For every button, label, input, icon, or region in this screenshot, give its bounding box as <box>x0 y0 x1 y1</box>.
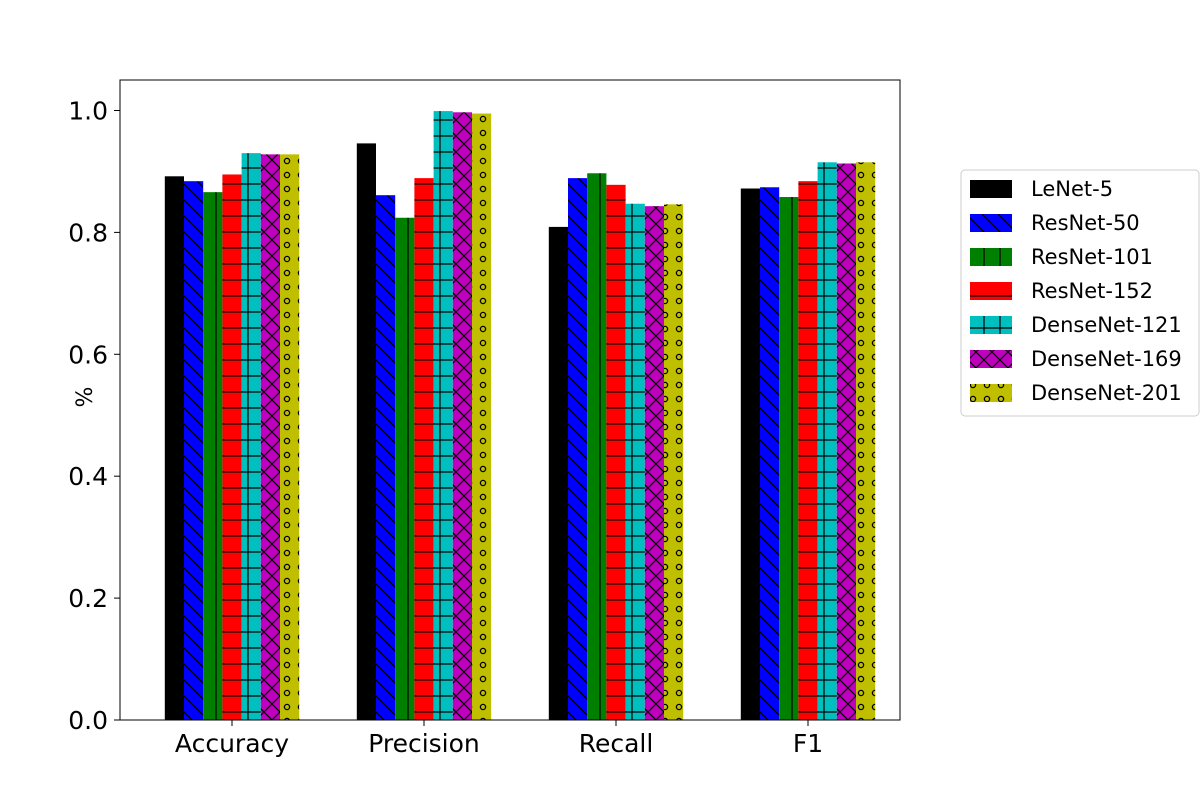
legend-swatch <box>970 350 1012 368</box>
legend-box <box>960 169 1200 417</box>
bar-lenet-5-accuracy <box>164 176 184 721</box>
bar-densenet-121-f1 <box>817 162 837 721</box>
bar-densenet-169-precision <box>452 112 472 721</box>
legend-label: LeNet-5 <box>1031 177 1113 201</box>
legend-swatch <box>970 282 1012 300</box>
legend-swatch <box>970 384 1012 402</box>
bar-resnet-101-precision <box>395 217 415 720</box>
x-tick-label: Accuracy <box>175 729 289 758</box>
bar-resnet-101-accuracy <box>203 192 223 720</box>
bar-densenet-201-accuracy <box>280 154 300 721</box>
bar-lenet-5-recall <box>548 226 568 720</box>
legend-label: ResNet-50 <box>1031 211 1140 235</box>
bar-resnet-152-precision <box>414 178 434 720</box>
legend-label: ResNet-152 <box>1031 279 1153 303</box>
legend: LeNet-5 ResNet-50 ResNet-101 ResNet-152 Dens… <box>960 169 1200 417</box>
bar-densenet-169-f1 <box>836 163 856 720</box>
bar-resnet-152-accuracy <box>222 174 242 721</box>
legend-swatch <box>970 180 1012 198</box>
bar-resnet-101-recall <box>587 173 607 720</box>
legend-label: ResNet-101 <box>1031 245 1153 269</box>
bar-densenet-121-recall <box>625 203 645 721</box>
legend-swatch <box>970 214 1012 232</box>
bars-group <box>164 111 876 721</box>
bar-densenet-121-accuracy <box>241 153 261 720</box>
y-tick-label: 0.8 <box>68 218 108 247</box>
bar-lenet-5-f1 <box>740 188 760 720</box>
bar-resnet-50-accuracy <box>184 181 204 720</box>
y-tick-label: 1.0 <box>68 96 108 125</box>
bar-densenet-169-recall <box>644 206 664 721</box>
y-tick-label: 0.6 <box>68 340 108 369</box>
bar-densenet-201-f1 <box>856 162 876 721</box>
bar-densenet-169-accuracy <box>260 154 280 721</box>
bar-resnet-50-precision <box>376 195 396 720</box>
legend-label: DenseNet-121 <box>1031 313 1182 337</box>
x-axis: Accuracy Precision Recall F1 <box>175 720 823 758</box>
y-axis: 0.0 0.2 0.4 0.6 0.8 1.0 <box>68 96 120 735</box>
y-tick-label: 0.0 <box>68 706 108 735</box>
y-tick-label: 0.2 <box>68 584 108 613</box>
legend-label: DenseNet-201 <box>1031 381 1182 405</box>
bar-resnet-101-f1 <box>779 197 799 720</box>
legend-swatch <box>970 316 1012 334</box>
bar-densenet-121-precision <box>433 111 453 721</box>
y-axis-label: % <box>73 387 98 408</box>
legend-swatch <box>970 248 1012 266</box>
bar-densenet-201-precision <box>472 113 492 720</box>
x-tick-label: F1 <box>793 729 823 758</box>
bar-resnet-50-f1 <box>760 187 780 720</box>
legend-label: DenseNet-169 <box>1031 347 1182 371</box>
x-tick-label: Recall <box>579 729 654 758</box>
bar-resnet-50-recall <box>568 178 588 720</box>
bar-resnet-152-f1 <box>798 181 818 720</box>
bar-lenet-5-precision <box>356 143 376 720</box>
x-tick-label: Precision <box>368 729 480 758</box>
y-tick-label: 0.4 <box>68 462 108 491</box>
plot-frame <box>119 79 901 721</box>
bar-resnet-152-recall <box>606 184 626 721</box>
bar-densenet-201-recall <box>664 204 684 721</box>
